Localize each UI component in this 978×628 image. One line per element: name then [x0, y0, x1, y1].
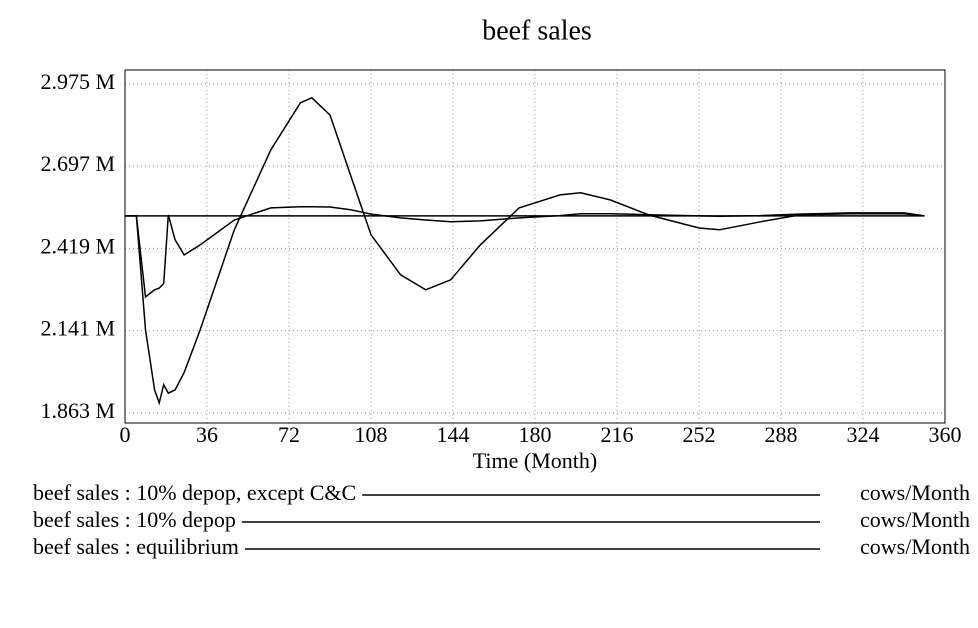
y-tick-label: 2.697 M: [40, 151, 115, 176]
x-tick-label: 252: [683, 422, 716, 447]
y-tick-label: 1.863 M: [40, 398, 115, 423]
series-line: [125, 96, 925, 406]
x-tick-label: 288: [765, 422, 798, 447]
x-tick-label: 324: [847, 422, 880, 447]
y-tick-label: 2.419 M: [40, 233, 115, 258]
chart-title: beef sales: [482, 15, 592, 46]
plot-frame: [124, 69, 946, 424]
legend-unit: cows/Month: [860, 534, 970, 559]
x-tick-label: 360: [929, 422, 962, 447]
x-tick-label: 72: [278, 422, 300, 447]
x-tick-label: 108: [355, 422, 388, 447]
legend-unit: cows/Month: [860, 480, 970, 505]
x-tick-label: 216: [601, 422, 634, 447]
x-tick-label: 144: [437, 422, 470, 447]
series-line: [125, 205, 925, 299]
legend-label: beef sales : 10% depop, except C&C: [33, 480, 356, 505]
y-tick-label: 2.141 M: [40, 316, 115, 341]
x-tick-label: 36: [196, 422, 218, 447]
y-tick-label: 2.975 M: [40, 69, 115, 94]
legend-label: beef sales : equilibrium: [33, 534, 239, 559]
x-axis-label: Time (Month): [473, 448, 597, 473]
x-tick-label: 180: [519, 422, 552, 447]
legend-label: beef sales : 10% depop: [33, 507, 236, 532]
legend-unit: cows/Month: [860, 507, 970, 532]
x-tick-label: 0: [120, 422, 131, 447]
